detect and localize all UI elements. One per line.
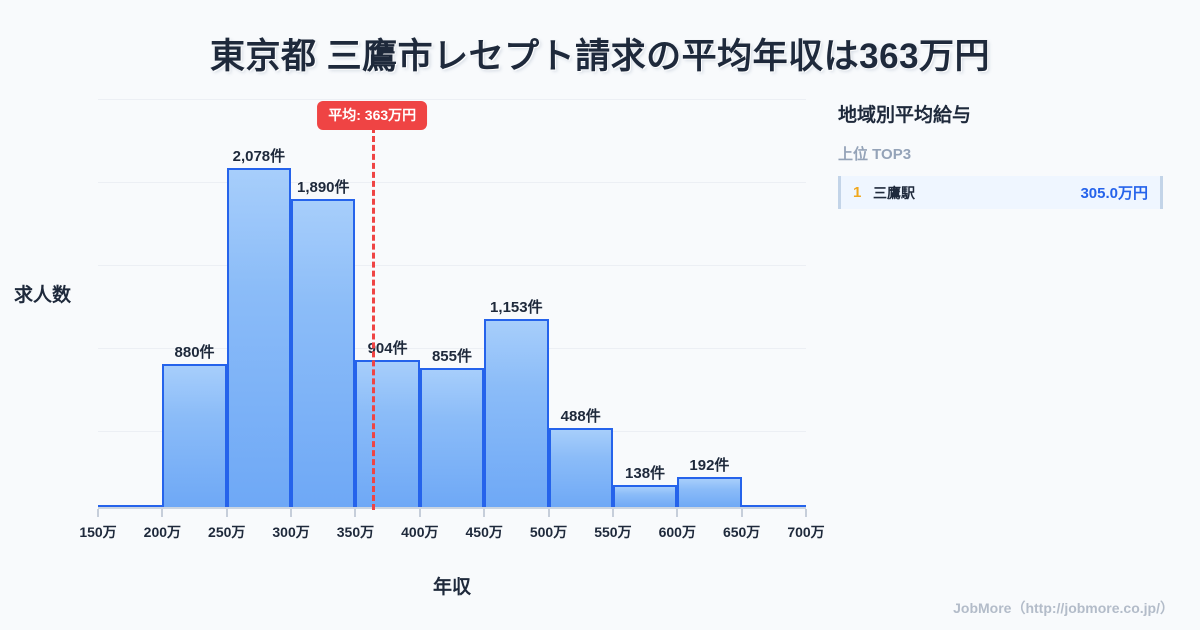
x-tick-mark [290, 509, 292, 517]
bar-slot [98, 99, 163, 508]
x-tick-mark [741, 509, 743, 517]
x-tick-label: 200万 [143, 524, 182, 540]
average-badge: 平均: 363万円 [317, 101, 428, 130]
bar[interactable]: 192件 [677, 457, 742, 508]
x-tick-mark [161, 509, 163, 517]
x-tick-mark [483, 509, 485, 517]
x-axis-baseline [98, 507, 806, 509]
x-tick-label: 650万 [722, 524, 761, 540]
x-tick-label: 300万 [272, 524, 310, 540]
average-line [372, 118, 376, 510]
bar-slot: 488件 [548, 99, 613, 508]
bar-slot: 2,078件 [226, 99, 292, 508]
bar-slot: 904件 [355, 99, 420, 508]
bar-slot: 1,153件 [484, 99, 549, 508]
x-tick-label: 350万 [336, 524, 375, 540]
rank-number: 1 [853, 184, 862, 201]
chart-plot-wrapper: 880件 2,078件 1,890件 904件 855件 1,153件 488件 138件 19… [14, 99, 825, 598]
sidebar-title: 地域別平均給与 [838, 105, 972, 126]
bar-slot [741, 99, 806, 508]
x-tick-mark [612, 509, 614, 517]
x-tick-label: 450万 [465, 524, 503, 540]
gridline [98, 265, 806, 266]
gridline [98, 348, 806, 349]
x-tick-mark [676, 509, 678, 517]
bar[interactable]: 488件 [548, 408, 613, 508]
bar-slot: 855件 [419, 99, 485, 508]
bar[interactable]: 880件 [162, 344, 227, 508]
bar-value-label: 1,153件 [490, 299, 543, 317]
gridline [98, 99, 806, 100]
rank-area-name: 三鷹駅 [873, 184, 915, 201]
bar-value-label: 855件 [431, 348, 472, 366]
rank-salary-value: 305.0万円 [1080, 185, 1148, 202]
x-tick-mark [548, 509, 550, 517]
x-tick-mark [226, 509, 228, 517]
bar-value-label: 138件 [625, 465, 666, 483]
page-title: 東京都 三鷹市レセプト請求の平均年収は363万円 [209, 37, 991, 76]
x-tick-label: 500万 [529, 524, 568, 540]
x-tick-label: 400万 [401, 524, 439, 540]
x-tick-mark [354, 509, 356, 517]
x-axis-title: 年収 [432, 577, 471, 598]
sidebar-subtitle: 上位 TOP3 [838, 146, 912, 163]
rank-list: 1 三鷹駅 305.0万円 [838, 176, 1163, 209]
bar-slot: 192件 [677, 99, 742, 508]
bar[interactable]: 1,153件 [484, 299, 549, 508]
bar[interactable]: 1,890件 [291, 179, 356, 508]
bar-value-label: 1,890件 [296, 178, 350, 196]
bar[interactable] [741, 505, 806, 508]
bar[interactable]: 138件 [612, 465, 678, 508]
x-tick-mark [419, 509, 421, 517]
bar[interactable] [98, 505, 163, 508]
footer-watermark: JobMore（http://jobmore.co.jp/） [953, 600, 1174, 616]
x-axis-ticks: 150万 200万 250万 300万 350万 400万 450万 500万 550万 600万… [79, 509, 825, 549]
rank-row[interactable]: 1 三鷹駅 305.0万円 [838, 176, 1163, 209]
bar-slot: 1,890件 [291, 99, 356, 508]
x-tick-label: 550万 [594, 524, 632, 540]
x-tick-label: 600万 [658, 524, 696, 540]
x-tick-label: 150万 [79, 524, 117, 540]
bar[interactable]: 2,078件 [226, 148, 292, 508]
sidebar: 地域別平均給与 上位 TOP3 1 三鷹駅 305.0万円 [838, 100, 1163, 209]
bar-series: 880件 2,078件 1,890件 904件 855件 1,153件 488件 138件 19… [98, 99, 806, 508]
bar-value-label: 2,078件 [232, 148, 286, 166]
gridline [98, 182, 806, 183]
bar[interactable]: 904件 [355, 340, 420, 508]
x-tick-mark [97, 509, 99, 517]
bar-value-label: 904件 [367, 340, 408, 358]
plot-area: 880件 2,078件 1,890件 904件 855件 1,153件 488件 138件 19… [98, 99, 806, 508]
y-axis-title: 求人数 [14, 285, 72, 306]
x-tick-label: 700万 [787, 524, 825, 540]
bar-value-label: 488件 [560, 408, 601, 426]
bar-slot: 138件 [612, 99, 678, 508]
bar-slot: 880件 [162, 99, 227, 508]
bar[interactable]: 855件 [419, 348, 485, 508]
x-tick-label: 250万 [208, 524, 246, 540]
bar-value-label: 192件 [689, 456, 730, 474]
bar-value-label: 880件 [174, 344, 215, 362]
x-tick-mark [805, 509, 807, 517]
